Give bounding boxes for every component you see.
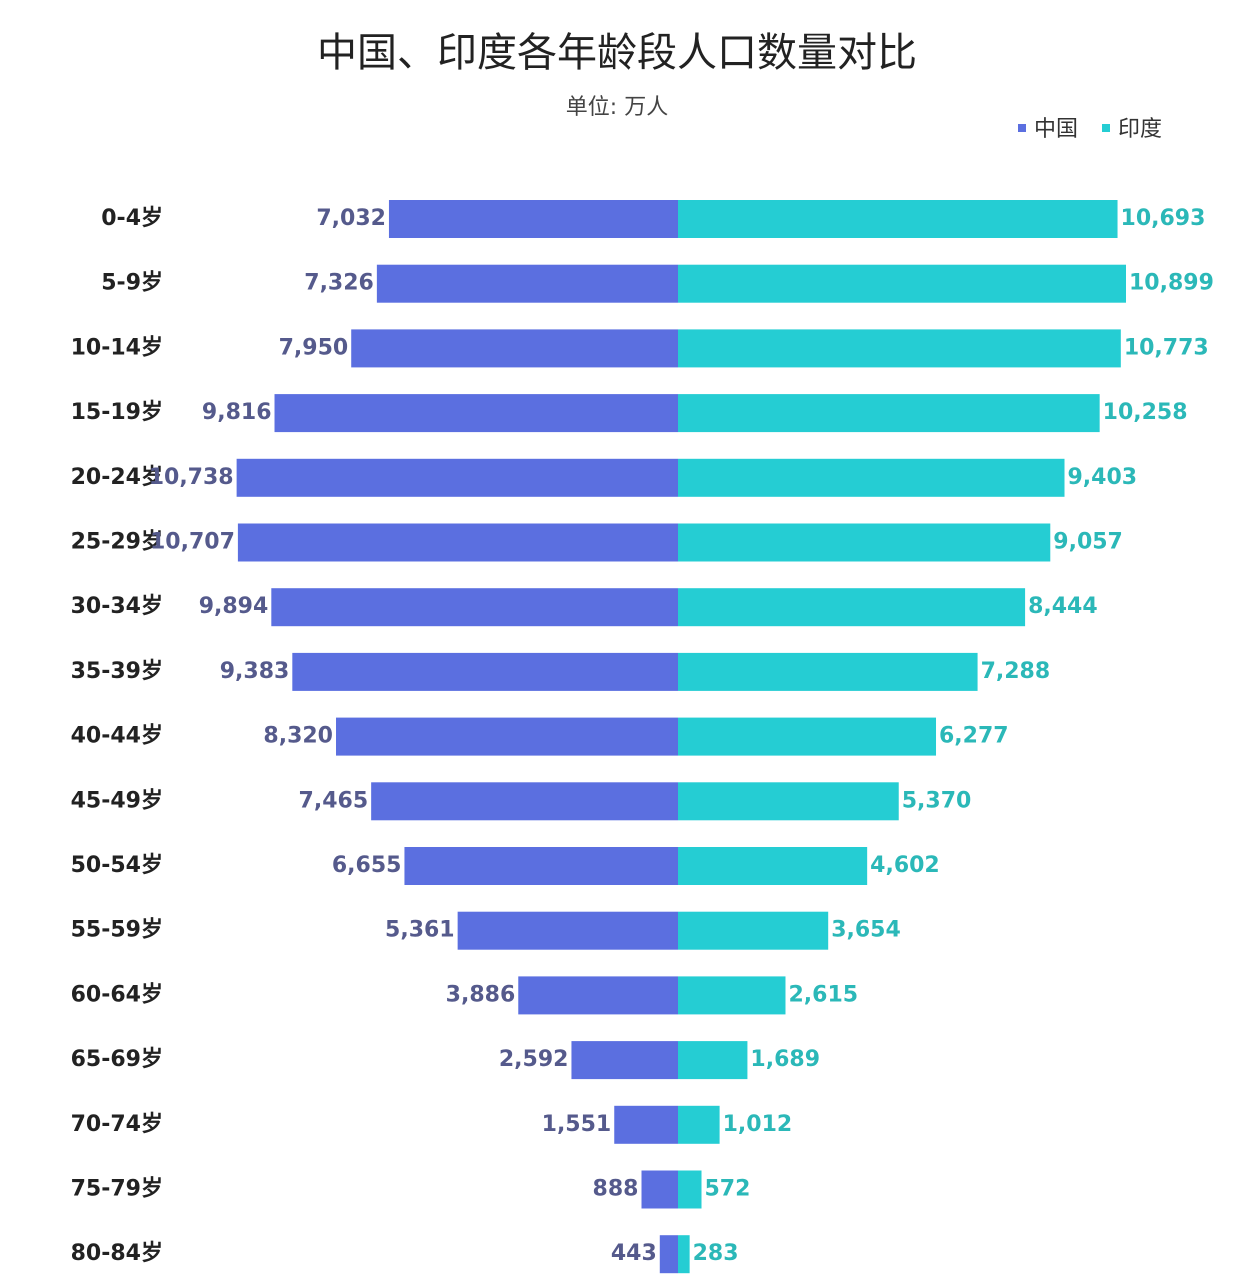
- bar: [404, 847, 678, 885]
- bar: [457, 911, 678, 950]
- y-tick-label: 45-49岁: [71, 787, 163, 813]
- chart-subtitle: 单位: 万人: [566, 95, 668, 120]
- bar: [678, 782, 899, 821]
- y-tick-label: 80-84岁: [71, 1240, 163, 1266]
- value-label: 3,654: [831, 918, 901, 943]
- value-label: 6,277: [939, 724, 1009, 749]
- legend-label: 印度: [1118, 117, 1162, 142]
- value-label: 2,615: [788, 982, 858, 1007]
- bar: [271, 588, 678, 627]
- bar: [388, 200, 678, 238]
- value-label: 1,689: [750, 1047, 820, 1072]
- bar: [351, 329, 678, 368]
- value-label: 9,403: [1068, 465, 1138, 490]
- bar: [678, 264, 1126, 303]
- bar: [678, 329, 1121, 368]
- value-label: 443: [611, 1241, 657, 1266]
- bar: [678, 847, 868, 885]
- y-tick-label: 35-39岁: [71, 658, 163, 684]
- value-label: 5,370: [902, 788, 972, 813]
- legend-swatch: [1018, 124, 1026, 132]
- bar: [274, 394, 678, 433]
- bar: [678, 588, 1026, 627]
- value-label: 6,655: [332, 853, 402, 878]
- y-tick-label: 75-79岁: [71, 1176, 163, 1202]
- bar: [236, 458, 678, 497]
- y-tick-label: 50-54岁: [71, 852, 163, 878]
- y-tick-label: 15-19岁: [71, 399, 163, 425]
- value-label: 10,773: [1124, 335, 1209, 360]
- value-label: 9,816: [202, 400, 272, 425]
- bar: [659, 1235, 678, 1274]
- value-label: 4,602: [870, 853, 940, 878]
- bar: [371, 782, 678, 821]
- y-tick-label: 20-24岁: [71, 464, 163, 490]
- value-label: 5,361: [385, 918, 455, 943]
- bar: [678, 523, 1051, 562]
- chart-title: 中国、印度各年龄段人口数量对比: [317, 30, 917, 76]
- value-label: 10,258: [1103, 400, 1188, 425]
- bar: [237, 523, 679, 562]
- y-tick-label: 55-59岁: [71, 917, 163, 943]
- value-label: 10,899: [1129, 271, 1214, 296]
- value-label: 7,950: [279, 335, 349, 360]
- value-label: 7,326: [304, 271, 374, 296]
- value-label: 8,444: [1028, 594, 1098, 619]
- value-label: 7,032: [316, 206, 386, 231]
- value-label: 9,894: [199, 594, 269, 619]
- bar: [614, 1105, 678, 1144]
- value-label: 888: [593, 1177, 639, 1202]
- value-label: 283: [693, 1241, 739, 1266]
- bar: [678, 911, 829, 950]
- bar: [678, 717, 937, 756]
- value-label: 10,738: [149, 465, 234, 490]
- bar: [678, 458, 1065, 497]
- value-label: 3,886: [446, 982, 516, 1007]
- bar: [678, 652, 978, 691]
- bar: [678, 1170, 702, 1209]
- bar: [336, 717, 678, 756]
- bar: [678, 1041, 748, 1080]
- bar: [571, 1041, 678, 1080]
- bar: [292, 652, 678, 691]
- value-label: 9,383: [220, 659, 290, 684]
- value-label: 7,465: [299, 788, 369, 813]
- y-tick-label: 40-44岁: [71, 723, 163, 749]
- bar: [641, 1170, 678, 1209]
- value-label: 10,707: [150, 530, 235, 555]
- y-tick-label: 70-74岁: [71, 1111, 163, 1137]
- bar: [678, 976, 786, 1015]
- y-tick-label: 30-34岁: [71, 593, 163, 619]
- value-label: 572: [705, 1177, 751, 1202]
- bar: [518, 976, 678, 1015]
- value-label: 1,012: [723, 1112, 793, 1137]
- bar: [678, 394, 1100, 433]
- value-label: 7,288: [981, 659, 1051, 684]
- value-label: 2,592: [499, 1047, 569, 1072]
- bar: [678, 200, 1118, 238]
- y-tick-label: 10-14岁: [71, 334, 163, 360]
- y-tick-label: 65-69岁: [71, 1046, 163, 1072]
- bar: [376, 264, 678, 303]
- value-label: 9,057: [1053, 530, 1123, 555]
- legend-swatch: [1102, 124, 1110, 132]
- value-label: 10,693: [1121, 206, 1206, 231]
- value-label: 1,551: [542, 1112, 612, 1137]
- y-tick-label: 5-9岁: [101, 270, 163, 296]
- y-tick-label: 0-4岁: [101, 205, 163, 231]
- y-tick-label: 60-64岁: [71, 981, 163, 1007]
- value-label: 8,320: [263, 724, 333, 749]
- bar: [678, 1105, 720, 1144]
- bar: [678, 1235, 690, 1274]
- y-tick-label: 25-29岁: [71, 529, 163, 555]
- legend-label: 中国: [1034, 117, 1078, 142]
